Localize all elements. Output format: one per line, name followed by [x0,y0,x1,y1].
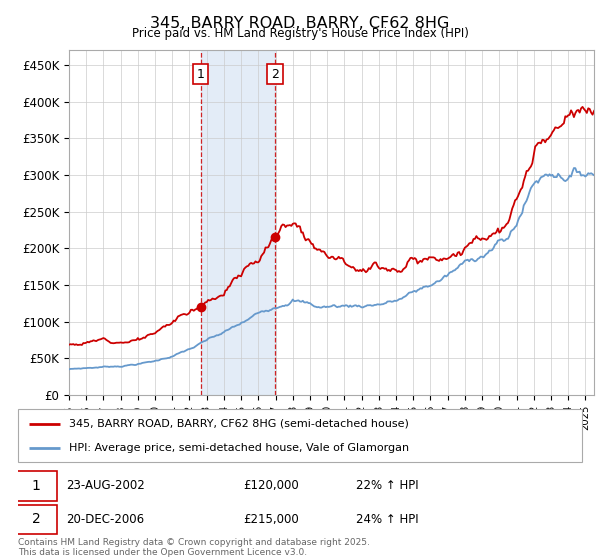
Text: 1: 1 [197,68,205,81]
Text: Contains HM Land Registry data © Crown copyright and database right 2025.
This d: Contains HM Land Registry data © Crown c… [18,538,370,557]
Text: 23-AUG-2002: 23-AUG-2002 [66,479,145,492]
FancyBboxPatch shape [18,409,582,462]
Text: 24% ↑ HPI: 24% ↑ HPI [356,513,419,526]
Text: £120,000: £120,000 [244,479,299,492]
FancyBboxPatch shape [15,471,58,501]
Text: 1: 1 [32,479,41,493]
FancyBboxPatch shape [15,505,58,534]
Text: 345, BARRY ROAD, BARRY, CF62 8HG: 345, BARRY ROAD, BARRY, CF62 8HG [151,16,449,31]
Text: 20-DEC-2006: 20-DEC-2006 [66,513,144,526]
Text: Price paid vs. HM Land Registry's House Price Index (HPI): Price paid vs. HM Land Registry's House … [131,27,469,40]
Text: 2: 2 [32,512,41,526]
Text: HPI: Average price, semi-detached house, Vale of Glamorgan: HPI: Average price, semi-detached house,… [69,443,409,453]
Text: 22% ↑ HPI: 22% ↑ HPI [356,479,419,492]
Text: 2: 2 [271,68,279,81]
Text: 345, BARRY ROAD, BARRY, CF62 8HG (semi-detached house): 345, BARRY ROAD, BARRY, CF62 8HG (semi-d… [69,419,409,429]
Text: £215,000: £215,000 [244,513,299,526]
Bar [200,50,275,395]
